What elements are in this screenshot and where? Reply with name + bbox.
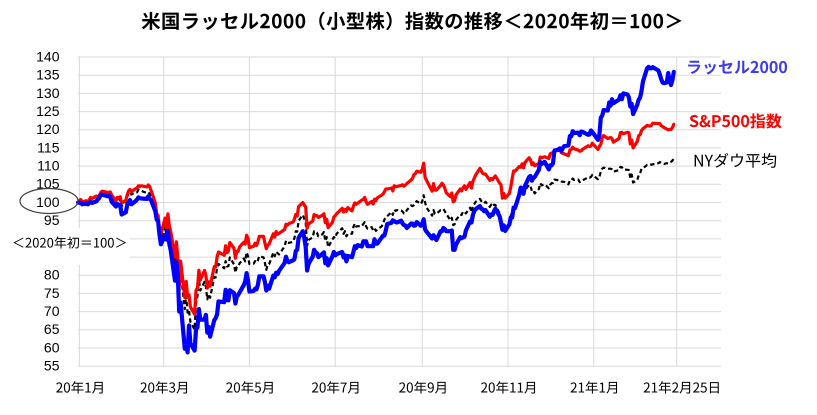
svg-text:105: 105 [36,176,60,192]
svg-text:60: 60 [44,339,60,355]
svg-text:65: 65 [44,321,60,337]
svg-text:140: 140 [36,48,60,64]
svg-text:55: 55 [44,358,60,374]
svg-text:130: 130 [36,85,60,101]
svg-text:75: 75 [44,285,60,301]
svg-text:95: 95 [44,212,60,228]
svg-text:125: 125 [36,103,60,119]
svg-text:100: 100 [36,194,60,210]
svg-text:110: 110 [37,158,60,174]
svg-text:115: 115 [37,139,60,155]
svg-text:135: 135 [36,67,60,83]
svg-text:70: 70 [44,303,60,319]
svg-text:80: 80 [44,267,60,283]
svg-text:120: 120 [36,121,60,137]
